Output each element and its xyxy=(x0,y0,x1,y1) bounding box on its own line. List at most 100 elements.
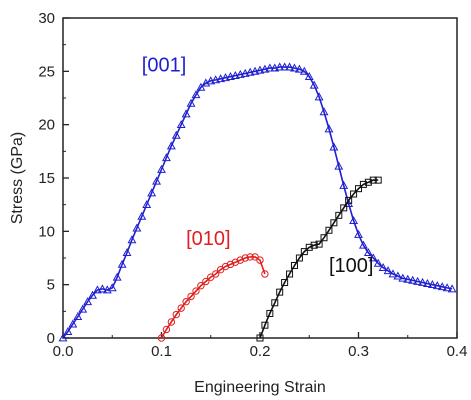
data-point xyxy=(339,180,349,189)
x-tick-label: 0.0 xyxy=(53,343,74,360)
series-line xyxy=(259,179,379,339)
data-point xyxy=(374,176,382,184)
data-point xyxy=(221,262,230,271)
data-point xyxy=(191,90,201,99)
data-point xyxy=(364,178,372,186)
data-point xyxy=(325,226,333,234)
data-point xyxy=(349,216,359,225)
y-tick-label: 30 xyxy=(38,10,55,27)
data-point xyxy=(271,299,279,307)
data-point xyxy=(152,176,162,185)
data-point xyxy=(73,312,83,321)
data-point xyxy=(256,256,264,264)
data-point xyxy=(315,240,323,248)
y-tick-label: 15 xyxy=(38,170,55,187)
data-point xyxy=(171,130,181,139)
data-point xyxy=(295,254,303,262)
data-point xyxy=(447,284,457,293)
data-point xyxy=(58,333,68,342)
data-point xyxy=(373,258,383,267)
series-annotation: [001] xyxy=(142,54,186,76)
data-point xyxy=(309,80,319,89)
data-point xyxy=(236,256,245,264)
data-point xyxy=(294,64,304,73)
data-point xyxy=(230,70,240,79)
data-point xyxy=(88,290,97,299)
data-point xyxy=(68,319,78,328)
data-point xyxy=(132,223,142,232)
data-point xyxy=(157,334,166,342)
data-point xyxy=(246,253,254,261)
data-point xyxy=(265,63,275,72)
data-point xyxy=(340,204,348,212)
data-point xyxy=(157,164,166,173)
data-point xyxy=(320,234,328,242)
data-point xyxy=(172,310,180,319)
data-point xyxy=(162,325,171,334)
data-point xyxy=(299,66,309,75)
data-point xyxy=(270,63,280,72)
data-point xyxy=(281,279,289,287)
data-point xyxy=(305,243,313,251)
data-point xyxy=(319,107,329,116)
data-point xyxy=(211,75,221,84)
data-point xyxy=(300,248,308,256)
data-point xyxy=(93,285,102,294)
data-point xyxy=(226,260,235,269)
data-point xyxy=(78,304,88,313)
series-line xyxy=(160,256,266,339)
data-point xyxy=(329,142,339,151)
x-axis-title: Engineering Strain xyxy=(194,379,326,396)
data-point xyxy=(427,280,437,289)
series-annotation: [010] xyxy=(186,228,230,250)
data-point xyxy=(256,334,264,342)
data-point xyxy=(226,72,235,81)
series-annotation: [100] xyxy=(329,255,373,277)
data-point xyxy=(250,66,260,75)
data-point xyxy=(202,277,210,286)
y-axis-title: Stress (GPa) xyxy=(9,132,26,224)
y-tick-label: 0 xyxy=(47,330,55,347)
data-point xyxy=(355,185,362,193)
data-point xyxy=(285,62,294,71)
data-point xyxy=(310,241,318,249)
data-point xyxy=(324,124,334,133)
data-point xyxy=(398,273,408,282)
data-point xyxy=(167,318,176,326)
data-point xyxy=(137,211,147,220)
data-point xyxy=(383,266,393,275)
data-point xyxy=(432,281,442,290)
data-point xyxy=(196,82,206,91)
data-point xyxy=(408,275,418,284)
data-point xyxy=(176,120,186,129)
data-point xyxy=(358,240,368,249)
data-point xyxy=(245,67,255,76)
data-point xyxy=(423,278,432,287)
data-point xyxy=(369,176,377,184)
data-point xyxy=(117,259,127,268)
data-point xyxy=(437,282,447,291)
data-point xyxy=(393,271,403,280)
data-point xyxy=(122,248,132,257)
data-point xyxy=(286,270,294,278)
data-point xyxy=(260,64,270,73)
series-2 xyxy=(256,176,382,342)
data-point xyxy=(206,76,216,85)
data-point xyxy=(388,269,398,278)
data-point xyxy=(216,74,226,83)
data-point xyxy=(161,153,171,162)
data-point xyxy=(221,73,230,82)
data-point xyxy=(182,298,190,306)
data-point xyxy=(368,253,378,262)
data-point xyxy=(334,161,344,170)
data-point xyxy=(255,65,265,74)
x-tick-label: 0.4 xyxy=(447,343,468,360)
data-point xyxy=(345,196,353,204)
series-1 xyxy=(157,253,269,342)
data-point xyxy=(240,68,250,77)
data-point xyxy=(211,270,220,278)
data-point xyxy=(197,282,205,290)
data-point xyxy=(235,69,245,78)
data-point xyxy=(304,72,314,81)
